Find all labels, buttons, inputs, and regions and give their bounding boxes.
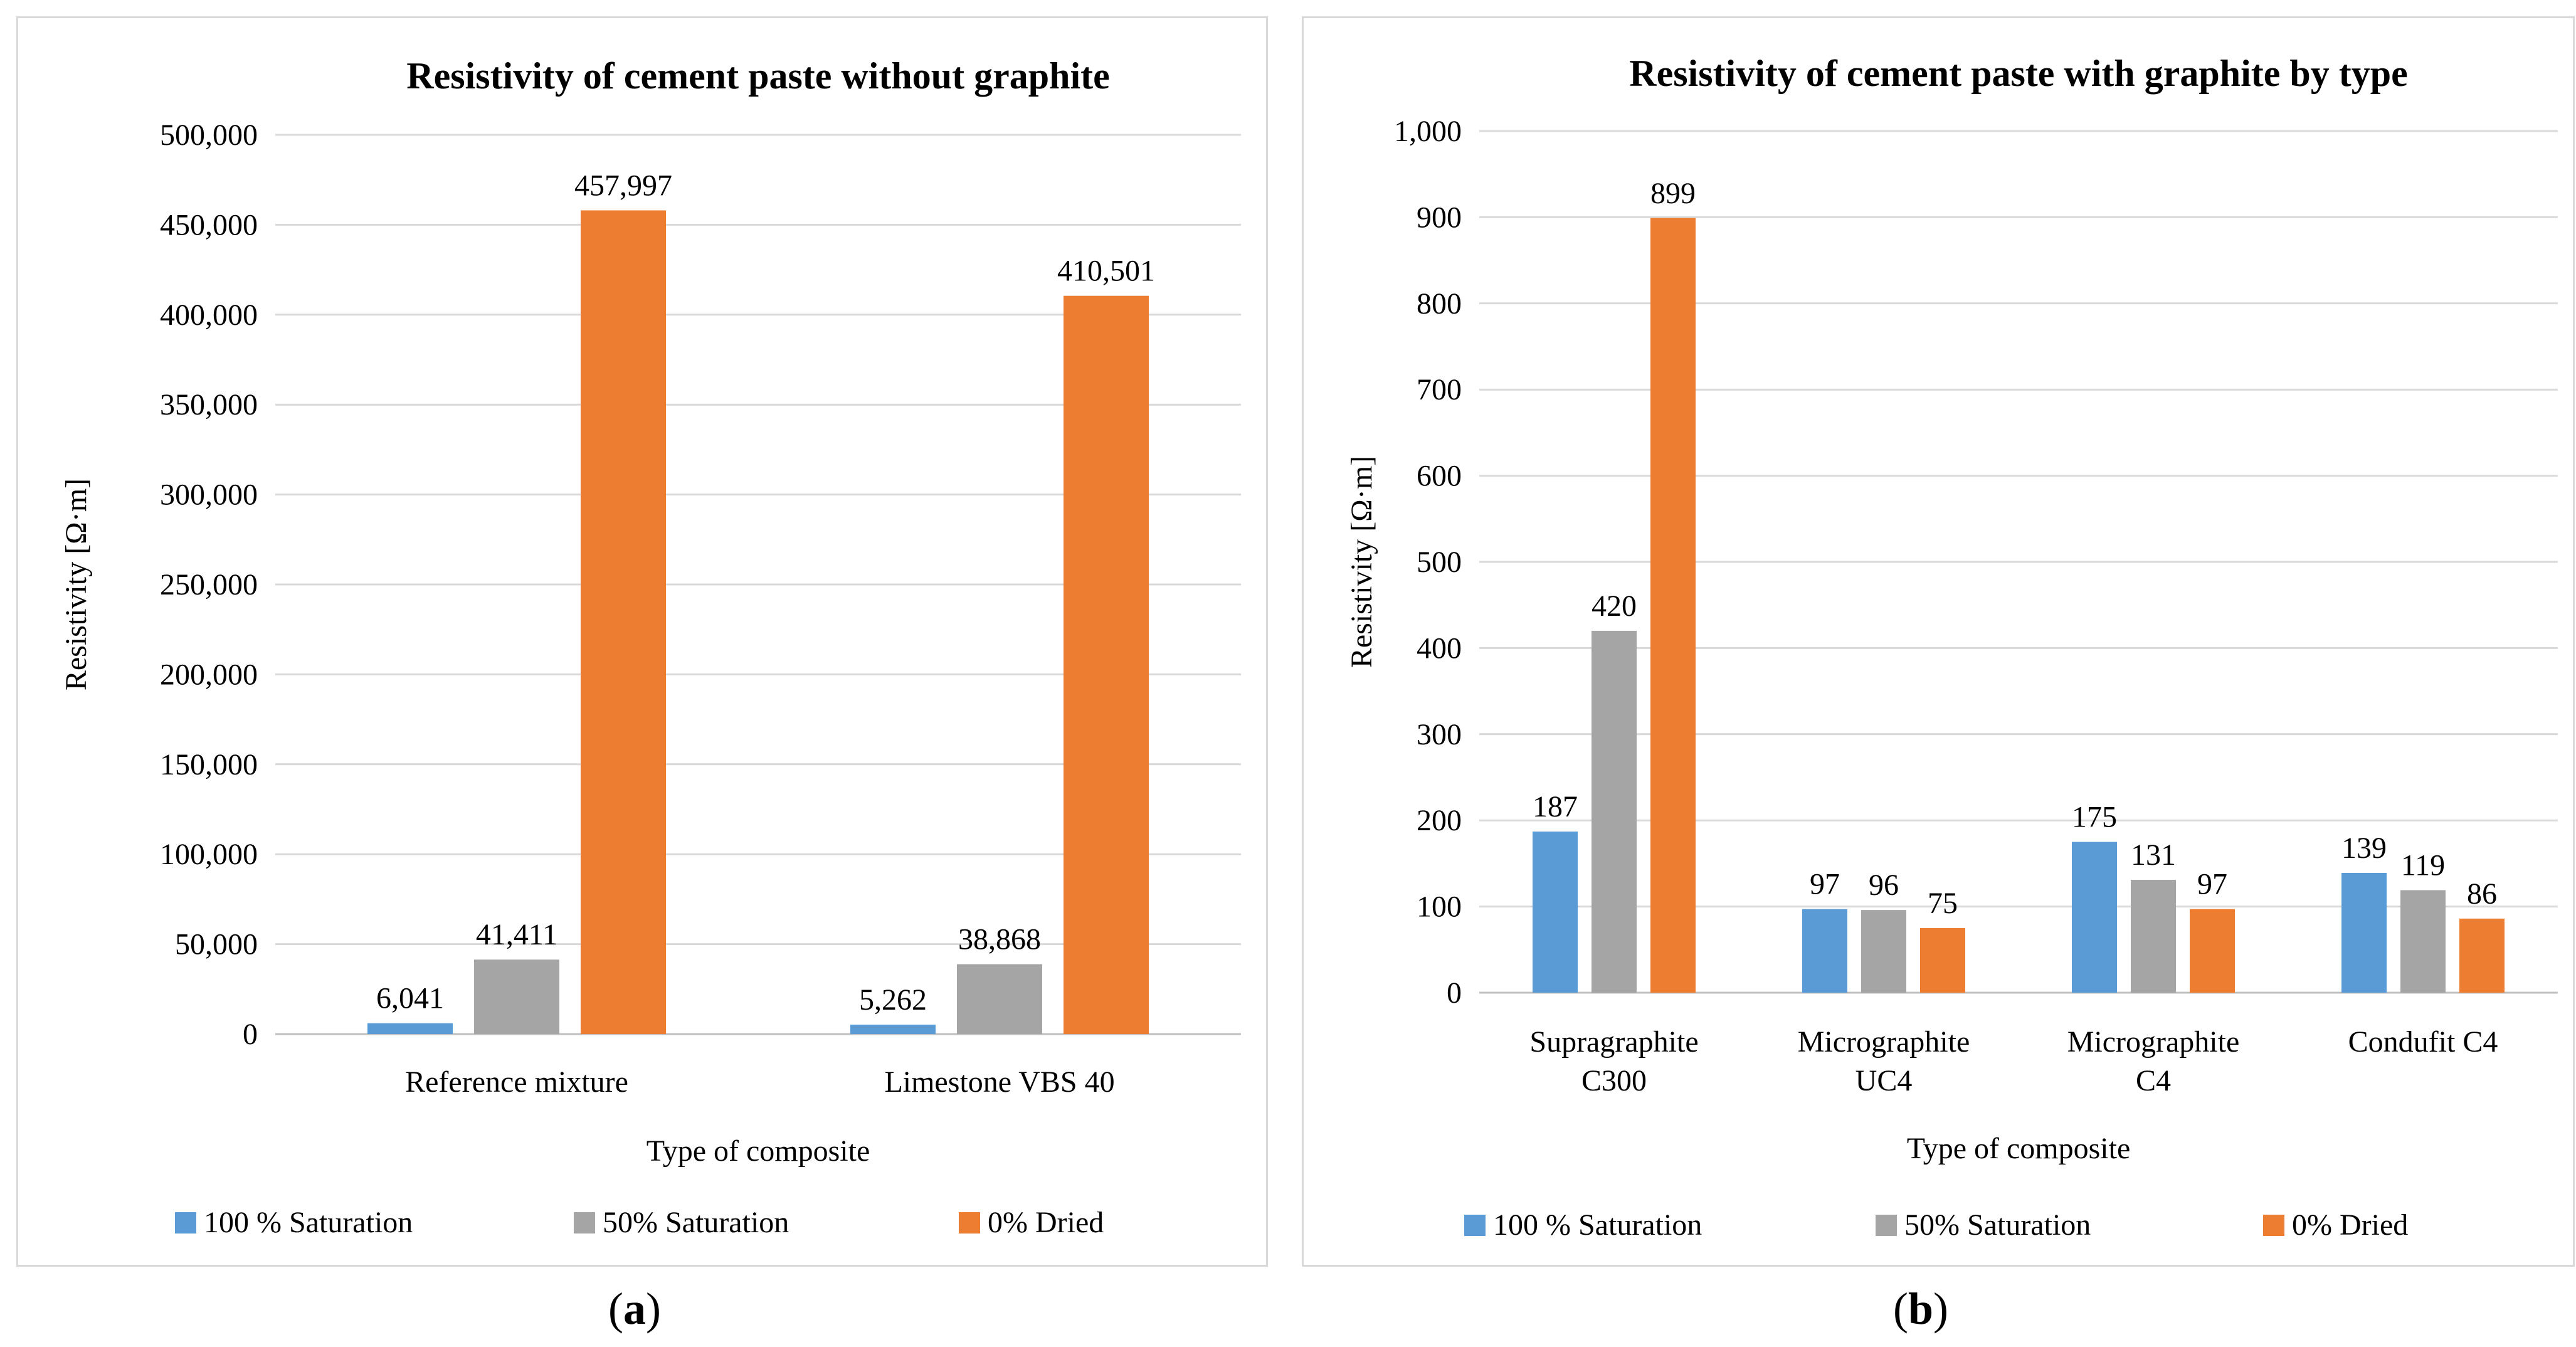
chart-0-legend-swatch (574, 1212, 595, 1233)
chart-1-legend-label: 100 % Saturation (1493, 1208, 1702, 1242)
chart-1-data-label: 187 (1533, 790, 1578, 823)
chart-0-y-tick-label: 450,000 (160, 208, 258, 241)
chart-a-svg: Resistivity of cement paste without grap… (60, 55, 1241, 1239)
chart-1-data-label: 131 (2131, 838, 2176, 872)
chart-1-y-axis-label: Resistivity [Ω·m] (1345, 456, 1378, 668)
chart-0-legend-label: 100 % Saturation (204, 1206, 413, 1239)
chart-0-x-axis-label: Type of composite (647, 1134, 870, 1168)
chart-1-category-label: C300 (1581, 1064, 1647, 1097)
chart-0-bar (1064, 295, 1149, 1035)
chart-1-bar (2459, 918, 2505, 993)
chart-1-legend-swatch (2263, 1215, 2284, 1236)
chart-0-data-label: 457,997 (574, 169, 672, 202)
chart-1-data-label: 899 (1650, 177, 1696, 210)
chart-1-y-tick-label: 300 (1417, 718, 1462, 751)
chart-1-x-axis-label: Type of composite (1907, 1132, 2131, 1165)
chart-0-data-label: 6,041 (376, 982, 444, 1015)
chart-1-y-tick-label: 500 (1417, 546, 1462, 579)
chart-0-y-tick-label: 500,000 (160, 119, 258, 152)
chart-0-legend-label: 50% Saturation (603, 1206, 789, 1239)
chart-1-legend-swatch (1876, 1215, 1897, 1236)
chart-1-y-tick-label: 700 (1417, 373, 1462, 406)
chart-1-category-label: Supragraphite (1529, 1025, 1698, 1059)
chart-1-category-label: Condufit C4 (2348, 1025, 2498, 1059)
chart-0-y-tick-label: 300,000 (160, 478, 258, 512)
chart-0-y-tick-label: 100,000 (160, 838, 258, 871)
chart-0-data-label: 5,262 (859, 983, 927, 1017)
chart-1-data-label: 97 (1810, 868, 1840, 901)
chart-1-bar (2190, 909, 2235, 993)
chart-1-y-tick-label: 0 (1447, 976, 1462, 1010)
chart-1-y-tick-label: 600 (1417, 460, 1462, 493)
chart-0-category-label: Limestone VBS 40 (884, 1065, 1114, 1099)
chart-1-bar (2341, 873, 2387, 993)
chart-0-bar (850, 1024, 936, 1034)
chart-0-legend-swatch (175, 1212, 196, 1233)
chart-1-category-label: C4 (2136, 1064, 2171, 1097)
figure-label-a-letter: a (623, 1284, 646, 1334)
chart-1-bar (1802, 909, 1847, 993)
chart-0-y-tick-label: 50,000 (175, 928, 258, 961)
chart-0-data-label: 410,501 (1057, 255, 1155, 288)
chart-1-bar (2400, 890, 2446, 993)
chart-1-bar (1650, 218, 1696, 993)
chart-0-bar (957, 964, 1042, 1034)
chart-0-y-axis-label: Resistivity [Ω·m] (60, 478, 93, 690)
chart-1-title: Resistivity of cement paste with graphit… (1629, 53, 2408, 94)
chart-1-bar (1861, 910, 1906, 993)
chart-1-data-label: 119 (2401, 848, 2445, 882)
chart-0-bar (581, 210, 666, 1034)
chart-0-bar (367, 1023, 453, 1034)
chart-1-legend-swatch (1464, 1215, 1486, 1236)
chart-1-data-label: 75 (1928, 887, 1958, 920)
chart-1-category-label: Micrographite (2067, 1025, 2240, 1059)
chart-1-y-tick-label: 1,000 (1394, 115, 1462, 148)
chart-0-y-tick-label: 200,000 (160, 658, 258, 691)
chart-1-category-label: Micrographite (1798, 1025, 1970, 1059)
chart-1-data-label: 175 (2072, 801, 2117, 834)
chart-1-y-tick-label: 200 (1417, 804, 1462, 837)
chart-1-category-label: UC4 (1855, 1064, 1913, 1097)
chart-1-legend-label: 0% Dried (2292, 1208, 2408, 1242)
chart-0-title: Resistivity of cement paste without grap… (406, 55, 1110, 97)
chart-1-y-tick-label: 900 (1417, 201, 1462, 234)
chart-panel-b: Resistivity of cement paste with graphit… (1302, 16, 2575, 1267)
chart-1-bar (2131, 880, 2176, 993)
chart-0-category-label: Reference mixture (405, 1065, 628, 1099)
chart-0-data-label: 38,868 (958, 923, 1041, 956)
chart-0-legend-swatch (959, 1212, 980, 1233)
chart-1-data-label: 97 (2197, 868, 2227, 901)
chart-1-y-tick-label: 100 (1417, 890, 1462, 924)
chart-b-svg: Resistivity of cement paste with graphit… (1345, 53, 2558, 1242)
chart-1-bar (1592, 630, 1637, 993)
chart-1-data-label: 96 (1869, 869, 1899, 902)
chart-0-y-tick-label: 250,000 (160, 568, 258, 601)
chart-1-data-label: 420 (1592, 589, 1637, 623)
chart-0-y-tick-label: 400,000 (160, 298, 258, 332)
figure-label-b: (b) (1892, 1284, 1948, 1334)
chart-1-data-label: 86 (2467, 877, 2497, 911)
chart-1-legend-label: 50% Saturation (1904, 1208, 2091, 1242)
figure-label-b-letter: b (1908, 1284, 1934, 1334)
chart-1-bar (1533, 832, 1578, 993)
chart-0-legend-label: 0% Dried (988, 1206, 1104, 1239)
chart-1-y-tick-label: 400 (1417, 631, 1462, 665)
chart-1-bar (1920, 927, 1965, 993)
figure-label-a: (a) (608, 1284, 661, 1334)
chart-1-bar (2072, 842, 2117, 993)
chart-0-y-tick-label: 150,000 (160, 748, 258, 781)
chart-1-y-tick-label: 800 (1417, 287, 1462, 320)
chart-0-y-tick-label: 350,000 (160, 388, 258, 421)
chart-0-y-tick-label: 0 (243, 1018, 258, 1051)
chart-1-data-label: 139 (2341, 832, 2387, 865)
chart-0-bar (474, 959, 559, 1034)
chart-0-data-label: 41,411 (476, 918, 557, 951)
chart-panel-a: Resistivity of cement paste without grap… (16, 16, 1268, 1267)
